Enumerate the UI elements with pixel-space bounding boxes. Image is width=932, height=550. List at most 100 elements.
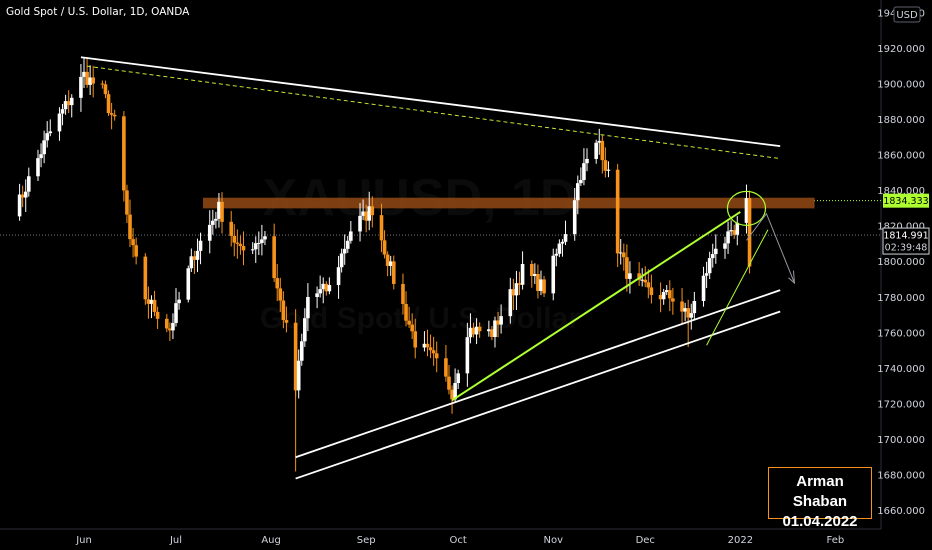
candle [23, 179, 28, 212]
candle [155, 306, 160, 329]
candle-body [195, 250, 200, 260]
candle-body [198, 240, 203, 251]
price-axis[interactable]: 1660.000 1680.000 1700.000 1720.000 1740.000… [877, 8, 925, 517]
candle-body [533, 273, 537, 277]
candle [661, 288, 666, 305]
candle-body [508, 289, 513, 317]
time-axis[interactable]: Jun Jul Aug Sep Oct Nov Dec 2022 Feb [75, 535, 844, 546]
candle-body [318, 289, 322, 294]
candle-body [48, 131, 53, 134]
candle-body [66, 101, 71, 106]
y-tick-label: 1780.000 [877, 293, 925, 304]
y-tick-label: 1700.000 [877, 435, 925, 446]
candle-body [456, 373, 460, 384]
candle [364, 204, 368, 233]
candle-body [450, 389, 454, 400]
candle-body [103, 84, 108, 95]
candle [707, 251, 712, 280]
candle [36, 149, 40, 181]
projection-arrow [746, 212, 795, 284]
candle-body [339, 253, 344, 268]
candle [235, 229, 240, 259]
candle [563, 220, 568, 246]
candle-body [174, 303, 178, 323]
candle [171, 313, 175, 340]
y-tick-label: 1740.000 [877, 364, 925, 375]
candle [533, 263, 537, 285]
candle [468, 313, 473, 344]
candle-body [487, 329, 491, 332]
candle [293, 309, 298, 397]
candle-body [250, 249, 255, 251]
candle [477, 322, 482, 338]
candle-body [683, 308, 687, 312]
candle [508, 277, 513, 324]
candle-body [692, 300, 697, 314]
candle [315, 286, 319, 309]
candle-body [422, 343, 427, 348]
candle-body [732, 230, 737, 235]
candle [214, 211, 218, 229]
candle-body [149, 299, 154, 304]
candle [704, 261, 709, 288]
author-date: 01.04.2022 [782, 513, 858, 530]
candle [211, 209, 215, 235]
candle [465, 322, 470, 387]
candle-body [496, 320, 500, 325]
candle [60, 103, 65, 126]
candle [444, 344, 448, 382]
candle [603, 147, 608, 178]
candle [606, 161, 611, 178]
y-tick-label: 1680.000 [877, 471, 925, 482]
candle-body [471, 327, 476, 335]
candle-body [214, 218, 218, 221]
candle [517, 271, 522, 295]
resistance-price-tag [883, 193, 929, 208]
candle [241, 231, 246, 266]
currency-button[interactable]: USD [893, 6, 921, 23]
candle-body [625, 257, 629, 279]
watermark-name: Gold Spot / U.S. Dollar [260, 302, 580, 335]
candle-body [143, 256, 148, 300]
candle [422, 331, 427, 352]
candle-body [701, 275, 706, 301]
candle-body [299, 341, 304, 361]
candle [658, 282, 663, 313]
candle-body [106, 94, 111, 114]
candle-body [128, 214, 132, 240]
candle-body [431, 350, 436, 354]
resistance-price-text: 1834.333 [883, 196, 928, 207]
candle-body [293, 322, 298, 391]
candle-body [315, 293, 319, 297]
candle-body [542, 279, 546, 294]
candle-body [63, 101, 68, 110]
circled-high-marker [726, 190, 767, 226]
candle [625, 244, 629, 292]
candle [79, 64, 83, 112]
candle-body [707, 258, 712, 274]
candle-body [122, 116, 126, 191]
candle [499, 304, 503, 334]
candle [557, 239, 562, 258]
candle-body [238, 243, 243, 247]
candle-body [321, 283, 326, 290]
candle [296, 349, 301, 399]
candle [66, 90, 71, 114]
candle-body [241, 246, 246, 251]
y-tick-label: 1720.000 [877, 399, 925, 410]
y-tick-label: 1820.000 [877, 222, 925, 233]
candle-body [39, 154, 43, 159]
candle-body [134, 245, 138, 257]
candle [600, 135, 605, 174]
candle [646, 269, 651, 299]
candle-body [606, 169, 611, 171]
candle-body [260, 239, 264, 243]
candle-body [23, 191, 28, 198]
candle-body [493, 320, 497, 337]
candle-body [232, 235, 237, 243]
candle [536, 264, 540, 299]
candle [257, 231, 261, 256]
candle [747, 190, 752, 274]
